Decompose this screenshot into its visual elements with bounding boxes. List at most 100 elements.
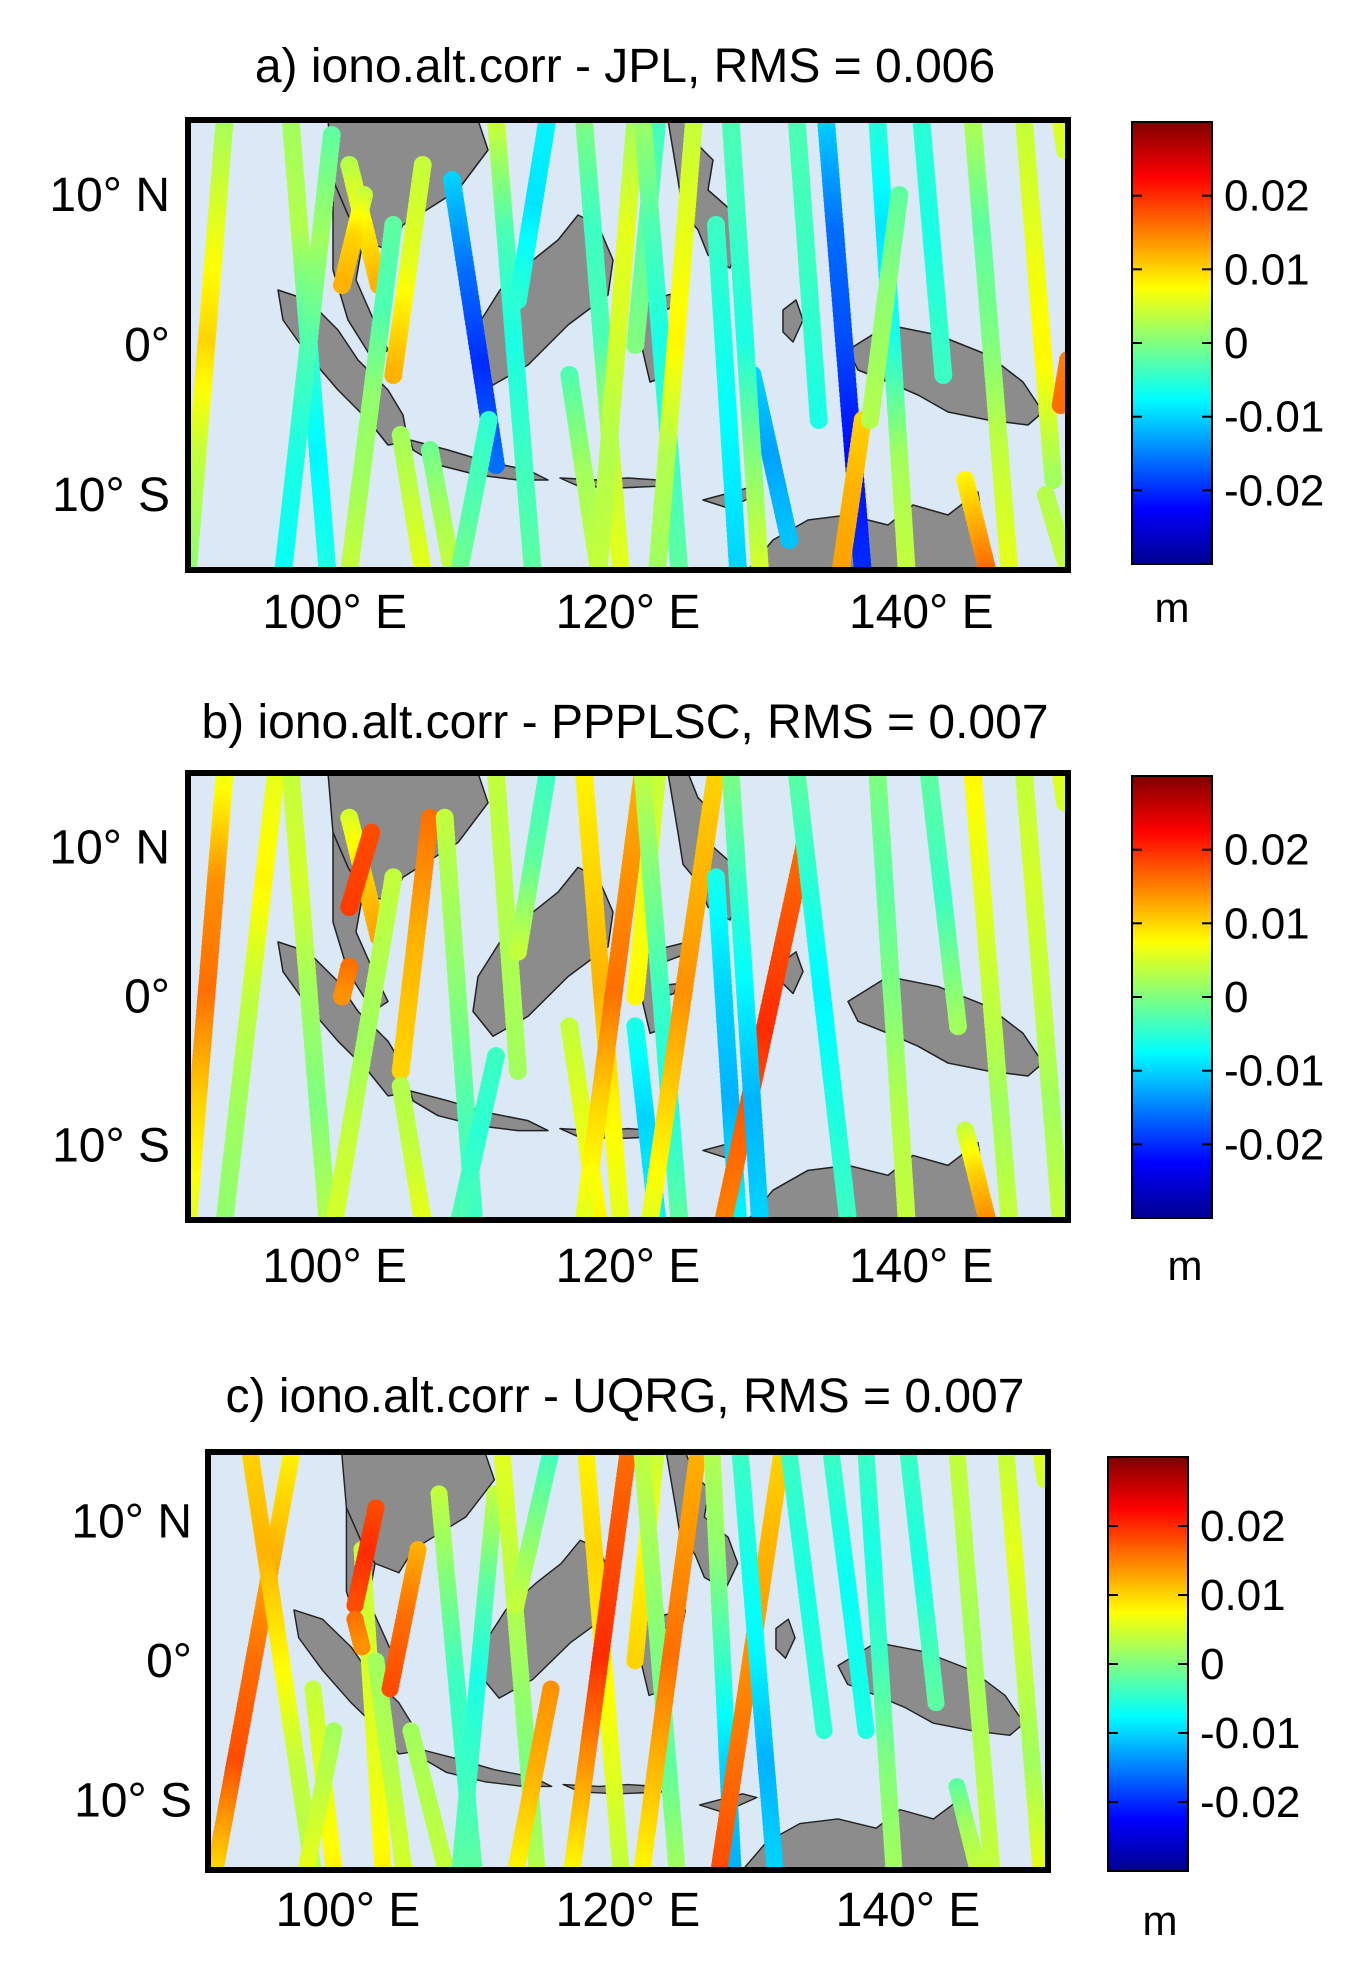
colorbar-tick-label: 0 xyxy=(1224,319,1248,368)
altimeter-track xyxy=(391,1076,432,1220)
track-point xyxy=(509,291,527,309)
altimeter-track xyxy=(333,957,359,1006)
x-tick-label: 140° E xyxy=(849,586,994,639)
altimeter-track xyxy=(346,1610,371,1656)
track-point xyxy=(346,1596,364,1614)
altimeter-track xyxy=(509,773,557,961)
x-tick-label: 100° E xyxy=(262,1240,407,1293)
altimeter-track xyxy=(831,411,872,570)
altimeter-track xyxy=(384,156,432,384)
altimeter-track xyxy=(451,1485,504,1870)
colorbar-tick-label: -0.01 xyxy=(1224,393,1324,442)
altimeter-track xyxy=(450,411,498,570)
axes-frame xyxy=(185,117,1071,573)
altimeter-track xyxy=(589,120,645,570)
altimeter-tracks xyxy=(188,773,1068,1220)
altimeter-track xyxy=(297,1722,343,1870)
x-tick-labels: 100° E 120° E 140° E xyxy=(262,1240,993,1293)
track-point xyxy=(1044,471,1063,489)
altimeter-track xyxy=(956,471,997,570)
track-point xyxy=(626,336,645,354)
track-point xyxy=(861,411,879,429)
colorbar xyxy=(1131,775,1213,1219)
altimeter-track xyxy=(421,441,461,570)
altimeter-track xyxy=(402,1722,455,1870)
map-plot xyxy=(208,1452,1048,1870)
track-point xyxy=(934,366,953,384)
colorbar xyxy=(1131,121,1213,565)
altimeter-track xyxy=(215,773,285,1220)
altimeter-tracks xyxy=(208,1452,1048,1870)
panel-title: c) iono.alt.corr - UQRG, RMS = 0.007 xyxy=(226,1370,1025,1423)
y-tick-label: 10° N xyxy=(49,169,170,222)
altimeter-track xyxy=(648,120,703,570)
track-point xyxy=(507,1596,525,1614)
x-tick-label: 120° E xyxy=(556,1240,701,1293)
track-point xyxy=(340,898,359,917)
panel-c: c) iono.alt.corr - UQRG, RMS = 0.007 100… xyxy=(71,1370,1300,1944)
colorbar-tick-label: 0.01 xyxy=(1224,245,1310,294)
colorbar-unit: m xyxy=(1168,1242,1203,1289)
altimeter-track xyxy=(641,773,725,1220)
track-point xyxy=(353,1638,371,1656)
track-point xyxy=(381,1680,399,1698)
altimeter-track xyxy=(575,120,630,570)
colorbar-tick-label: 0.02 xyxy=(1224,172,1310,221)
altimeter-track xyxy=(281,773,337,1220)
track-point xyxy=(333,987,351,1006)
altimeter-track xyxy=(919,773,967,1036)
altimeter-track xyxy=(325,868,403,1220)
y-tick-labels: 10° N 0° 10° S xyxy=(49,822,170,1173)
altimeter-track xyxy=(450,1047,505,1220)
altimeter-track xyxy=(721,773,769,1220)
altimeter-track xyxy=(208,1452,301,1870)
y-tick-label: 0° xyxy=(124,971,170,1024)
altimeter-track xyxy=(563,1452,637,1870)
track-point xyxy=(384,366,403,384)
altimeter-track xyxy=(575,773,652,1220)
land-halmahera xyxy=(782,299,804,343)
panel-title: a) iono.alt.corr - JPL, RMS = 0.006 xyxy=(255,40,995,93)
altimeter-track xyxy=(1037,486,1068,570)
colorbar-tick-label: 0 xyxy=(1224,973,1248,1022)
altimeter-track xyxy=(963,773,1019,1220)
track-point xyxy=(626,987,645,1006)
track-point xyxy=(509,1062,527,1080)
altimeter-track xyxy=(912,120,953,384)
altimeter-track xyxy=(346,1499,385,1614)
altimeter-track xyxy=(956,1121,997,1220)
altimeter-track xyxy=(1015,120,1063,489)
track-point xyxy=(780,531,799,549)
x-tick-label: 140° E xyxy=(849,1240,994,1293)
y-tick-label: 0° xyxy=(124,319,170,372)
colorbar-tick-label: -0.01 xyxy=(1224,1047,1324,1096)
track-point xyxy=(333,276,351,294)
colorbar-tick-label: 0.02 xyxy=(1224,826,1310,875)
altimeter-track xyxy=(367,1652,413,1870)
y-tick-label: 10° N xyxy=(49,822,170,875)
track-point xyxy=(391,1062,410,1080)
colorbar-ticks: 0.02 0.01 0 -0.01 -0.02 xyxy=(1132,172,1324,515)
altimeter-track xyxy=(391,426,432,570)
axes-frame xyxy=(185,770,1071,1223)
altimeter-track xyxy=(787,773,857,1220)
x-tick-labels: 100° E 120° E 140° E xyxy=(262,586,993,639)
y-tick-label: 10° S xyxy=(52,469,170,522)
altimeter-track xyxy=(787,120,828,429)
colorbar-tick-label: -0.02 xyxy=(1224,466,1324,515)
y-tick-labels: 10° N 0° 10° S xyxy=(49,169,170,522)
altimeter-track xyxy=(721,120,769,570)
altimeter-track xyxy=(487,120,542,570)
altimeter-track xyxy=(507,1680,560,1870)
colorbar-tick-label: -0.02 xyxy=(1224,1120,1324,1169)
altimeter-track xyxy=(487,773,527,1080)
altimeter-track xyxy=(188,773,234,1220)
track-point xyxy=(949,1017,967,1036)
panel-title: b) iono.alt.corr - PPPLSC, RMS = 0.007 xyxy=(201,696,1048,749)
altimeter-track xyxy=(391,808,439,1080)
altimeter-track xyxy=(381,1541,427,1698)
track-point xyxy=(487,456,505,474)
altimeter-track xyxy=(861,186,909,429)
y-tick-label: 10° S xyxy=(52,1120,170,1173)
